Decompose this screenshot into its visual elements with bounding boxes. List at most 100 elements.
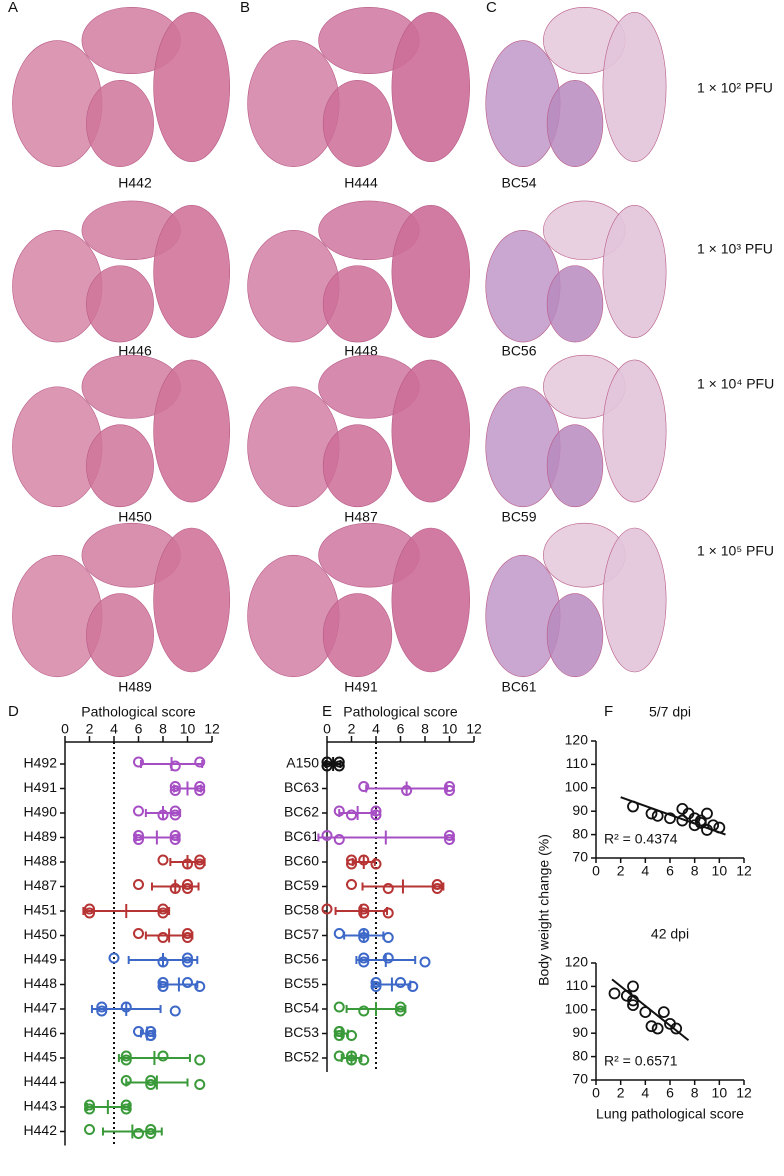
y-tick-label: H443 (24, 1098, 58, 1114)
y-tick-label: BC59 (284, 877, 319, 893)
y-tick-label: H487 (24, 877, 58, 893)
data-point (182, 932, 193, 943)
x-tick-label: 10 (712, 1085, 728, 1101)
sample-label: H446 (118, 343, 152, 359)
data-point (627, 999, 639, 1012)
tissue-section (391, 12, 471, 162)
data-point (627, 980, 639, 993)
data-point (333, 1050, 345, 1062)
data-point (169, 883, 181, 894)
y-tick-label: BC60 (284, 853, 319, 869)
tissue-section (322, 80, 393, 167)
data-point (182, 952, 193, 964)
tissue-section (391, 205, 471, 338)
x-tick-label: 0 (592, 863, 600, 879)
data-point (358, 781, 370, 792)
data-point (182, 858, 193, 870)
tissue-section (86, 424, 154, 508)
data-point (182, 928, 193, 939)
y-tick-label: BC63 (284, 779, 319, 795)
x-tick-label: 0 (592, 1085, 600, 1101)
tissue-section (546, 424, 604, 508)
data-point (407, 981, 419, 992)
dose-label: 1 × 10³ PFU (697, 241, 773, 257)
data-point (333, 928, 345, 939)
data-point (370, 809, 382, 821)
x-tick-label: 4 (641, 1085, 649, 1101)
data-point (169, 785, 181, 796)
tissue-section (602, 359, 667, 503)
data-point (194, 981, 206, 992)
tissue-section (247, 230, 340, 343)
tissue-section (86, 80, 154, 167)
y-tick-label: 100 (565, 1001, 589, 1017)
data-point (382, 907, 394, 919)
tissue-section (153, 12, 231, 162)
data-point (321, 830, 333, 841)
data-point (84, 1099, 95, 1111)
data-point (346, 1054, 357, 1066)
tissue-section (602, 12, 667, 162)
y-tick-label: H449 (24, 951, 58, 967)
tissue-section (485, 40, 561, 167)
data-point (120, 1054, 132, 1066)
tissue-section (602, 205, 667, 338)
data-point (157, 977, 169, 988)
data-point (133, 756, 144, 768)
panel-letter: C (486, 0, 497, 16)
data-point (651, 809, 664, 822)
data-point (370, 858, 382, 870)
data-point (157, 981, 169, 992)
data-point (346, 1030, 357, 1041)
sample-label: H487 (344, 509, 378, 525)
data-point (145, 1079, 157, 1090)
data-point (358, 903, 370, 915)
x-tick-label: 6 (666, 863, 674, 879)
data-point (321, 756, 333, 768)
chart-title: 42 dpi (651, 926, 689, 942)
data-point (157, 932, 169, 943)
data-point (333, 805, 345, 817)
data-point (169, 834, 181, 845)
data-point (120, 1050, 132, 1062)
x-tick-label: 8 (159, 721, 167, 737)
x-tick-label: 12 (466, 721, 482, 737)
x-tick-label: 0 (61, 721, 69, 737)
sample-label: BC61 (501, 679, 536, 695)
data-point (358, 1005, 370, 1017)
x-tick-label: 4 (372, 721, 380, 737)
data-point (358, 854, 370, 866)
data-point (194, 756, 206, 768)
tissue-section (153, 205, 231, 338)
data-point (358, 928, 370, 939)
data-point (346, 809, 357, 821)
y-tick-label: 120 (565, 954, 589, 970)
y-tick-label: H490 (24, 804, 58, 820)
data-point (157, 1050, 169, 1062)
data-point (645, 807, 658, 820)
data-point (194, 1079, 206, 1090)
panel-letter: D (8, 703, 19, 720)
data-point (145, 1075, 157, 1086)
data-point (645, 1020, 658, 1033)
y-tick-label: BC55 (284, 975, 319, 991)
tissue-section (86, 265, 154, 343)
x-tick-label: 10 (442, 721, 458, 737)
tissue-section (153, 527, 231, 673)
data-point (157, 956, 169, 968)
sample-label: H444 (344, 175, 378, 191)
y-tick-label: 90 (572, 1024, 588, 1040)
panel-letter: F (604, 703, 613, 720)
data-point (419, 956, 431, 968)
tissue-section (153, 359, 231, 503)
sample-label: H448 (344, 343, 378, 359)
tissue-section (322, 593, 393, 678)
tissue-section (546, 80, 604, 167)
data-point (108, 952, 120, 964)
data-point (84, 903, 95, 915)
data-point (157, 854, 169, 866)
y-tick-label: H447 (24, 1000, 58, 1016)
data-point (401, 785, 413, 796)
data-point (182, 977, 193, 988)
data-point (133, 805, 144, 817)
